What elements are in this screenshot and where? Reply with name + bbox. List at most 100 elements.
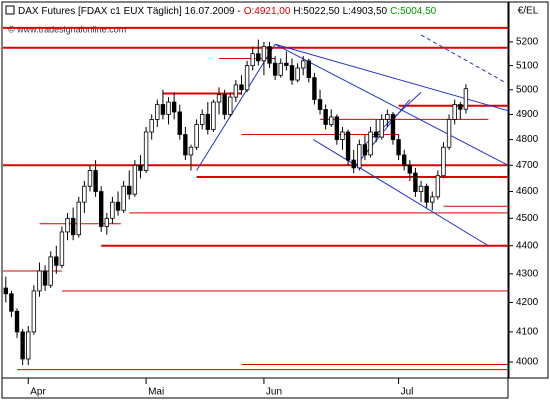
candle-body (65, 217, 70, 233)
candle-body (340, 131, 345, 140)
y-tick-label: 5000 (516, 84, 539, 95)
candle-body (418, 185, 424, 192)
candle-body (284, 62, 289, 67)
candle-body (143, 131, 149, 171)
candle-body (401, 154, 407, 166)
watermark: © www.tradesignalonline.com (8, 24, 126, 34)
trend-line (313, 139, 489, 247)
candle-body (121, 185, 126, 211)
candle-body (233, 84, 239, 98)
candle-body (171, 101, 177, 113)
candle-body (76, 201, 81, 236)
title-text: DAX Futures [FDAX c1 EUX Täglich] 16.07.… (18, 6, 241, 17)
candle-body (93, 170, 98, 192)
y-axis-unit: €/EL (518, 6, 539, 17)
candle-body (424, 185, 429, 203)
candle-body (345, 131, 351, 161)
candle-body (239, 84, 244, 91)
header-value: O:4921,00 (244, 6, 291, 17)
trend-line (274, 43, 509, 166)
candle-body (441, 146, 446, 177)
candle-body (250, 53, 255, 67)
y-tick-label: 5200 (516, 37, 539, 48)
candle-body (132, 164, 138, 195)
candle-body (244, 65, 250, 91)
candle-body (31, 290, 37, 333)
candle-body (435, 175, 441, 198)
candle-body (256, 53, 261, 62)
x-tick-label: Jul (401, 387, 414, 398)
dashed-trend-line (420, 34, 506, 83)
candle-body (205, 114, 211, 130)
candle-body (317, 99, 323, 110)
candle-body (295, 67, 300, 81)
legend-icon (5, 5, 15, 15)
candle-body (14, 310, 20, 333)
candle-body (48, 256, 53, 286)
candle-body (396, 139, 401, 156)
candle-body (70, 217, 76, 236)
candle-body (115, 201, 121, 211)
y-tick-label: 4100 (516, 327, 539, 338)
candle-body (222, 94, 227, 115)
candle-body (54, 256, 59, 266)
y-tick-label: 4000 (516, 357, 539, 368)
header-value: C:5004,50 (390, 6, 437, 17)
candle-body (149, 119, 154, 133)
candle-body (390, 114, 396, 140)
candle-body (216, 94, 222, 103)
candle-body (138, 164, 143, 171)
candle-body (362, 144, 368, 156)
candle-body (228, 96, 233, 115)
candle-body (351, 159, 356, 169)
x-tick-label: Mai (148, 387, 164, 398)
y-tick-label: 4600 (516, 186, 539, 197)
candle-body (194, 124, 199, 148)
candle-body (3, 287, 9, 295)
trend-line (275, 43, 509, 112)
trend-line (196, 44, 276, 171)
candle-body (272, 62, 278, 76)
chart-title: DAX Futures [FDAX c1 EUX Täglich] 16.07.… (18, 6, 437, 17)
y-tick-label: 4900 (516, 109, 539, 120)
candle-body (373, 131, 379, 138)
candle-body (407, 164, 413, 174)
candle-body (458, 104, 463, 110)
y-tick-label: 4400 (516, 240, 539, 251)
y-tick-label: 4500 (516, 213, 539, 224)
candle-body (289, 65, 295, 81)
x-tick-label: Jun (266, 387, 282, 398)
candle-body (82, 185, 87, 203)
candle-body (160, 104, 166, 115)
candle-body (278, 62, 283, 76)
candle-body (20, 331, 25, 360)
candle-body (430, 196, 435, 203)
candle-body (300, 60, 306, 69)
candle-body (98, 191, 104, 227)
candle-body (334, 116, 340, 140)
candle-body (9, 293, 14, 312)
x-tick-label: Apr (30, 387, 46, 398)
y-tick-label: 4300 (516, 268, 539, 279)
candle-body (312, 77, 317, 100)
candle-body (155, 104, 160, 120)
candle-body (379, 119, 384, 138)
candle-body (261, 46, 267, 62)
candle-body (183, 134, 188, 156)
candle-body (127, 185, 132, 195)
candle-body (177, 111, 182, 135)
axis-frame (508, 1, 549, 379)
candle-body (368, 131, 373, 156)
candle-body (166, 101, 171, 115)
y-tick-label: 4800 (516, 134, 539, 145)
candle-body (357, 144, 362, 169)
candle-body (42, 270, 48, 286)
candle-body (188, 146, 194, 156)
candle-body (87, 170, 93, 187)
candle-body (37, 270, 42, 292)
candle-body (452, 104, 457, 120)
y-tick-label: 4700 (516, 160, 539, 171)
y-tick-label: 5100 (516, 60, 539, 71)
candle-body (385, 114, 390, 120)
